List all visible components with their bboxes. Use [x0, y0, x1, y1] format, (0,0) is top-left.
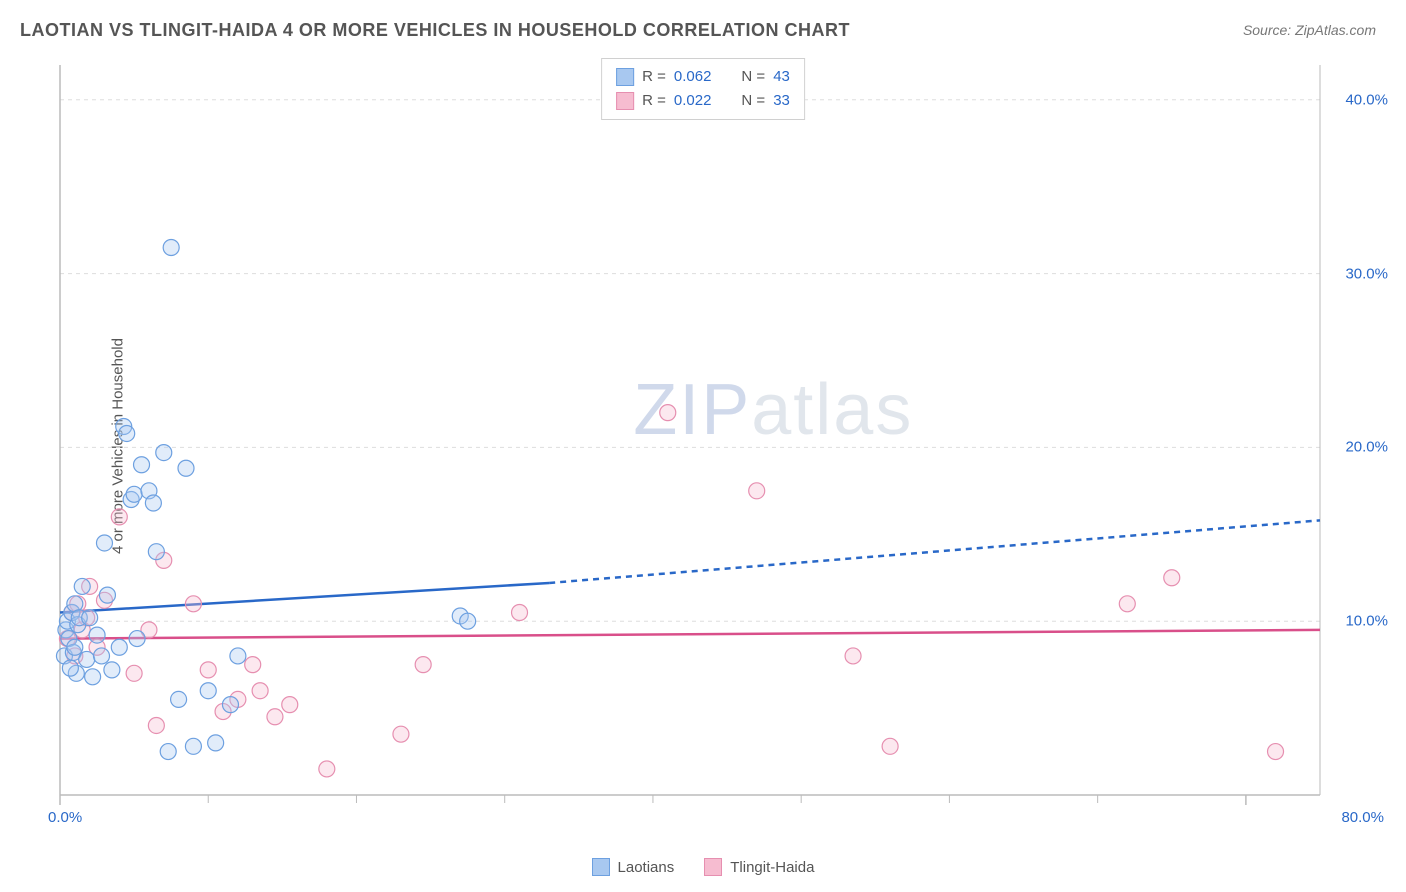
legend-item-tlingit: Tlingit-Haida — [704, 858, 814, 876]
series-legend: Laotians Tlingit-Haida — [0, 858, 1406, 876]
legend-label-laotians: Laotians — [618, 859, 675, 876]
correlation-stat-box: R = 0.062 N = 43 R = 0.022 N = 33 — [601, 58, 805, 120]
r-label: R = — [642, 65, 666, 89]
n-label: N = — [741, 65, 765, 89]
y-tick-10: 10.0% — [1345, 613, 1388, 630]
stat-row-tlingit: R = 0.022 N = 33 — [616, 89, 790, 113]
y-tick-40: 40.0% — [1345, 91, 1388, 108]
legend-label-tlingit: Tlingit-Haida — [730, 859, 814, 876]
chart-title: LAOTIAN VS TLINGIT-HAIDA 4 OR MORE VEHIC… — [20, 20, 850, 41]
n-value-tlingit: 33 — [773, 89, 790, 113]
r-label-2: R = — [642, 89, 666, 113]
n-value-laotians: 43 — [773, 65, 790, 89]
stat-row-laotians: R = 0.062 N = 43 — [616, 65, 790, 89]
swatch-laotians — [616, 68, 634, 86]
x-tick-0: 0.0% — [48, 809, 82, 826]
r-value-laotians: 0.062 — [674, 65, 712, 89]
swatch-tlingit — [616, 92, 634, 110]
source-label: Source: ZipAtlas.com — [1243, 22, 1376, 38]
legend-swatch-laotians — [592, 858, 610, 876]
n-label-2: N = — [741, 89, 765, 113]
chart-container: LAOTIAN VS TLINGIT-HAIDA 4 OR MORE VEHIC… — [0, 0, 1406, 892]
scatter-plot-svg — [50, 55, 1350, 825]
y-tick-20: 20.0% — [1345, 439, 1388, 456]
legend-item-laotians: Laotians — [592, 858, 675, 876]
y-tick-30: 30.0% — [1345, 265, 1388, 282]
plot-area — [50, 55, 1350, 825]
legend-swatch-tlingit — [704, 858, 722, 876]
r-value-tlingit: 0.022 — [674, 89, 712, 113]
x-tick-80: 80.0% — [1341, 809, 1384, 826]
